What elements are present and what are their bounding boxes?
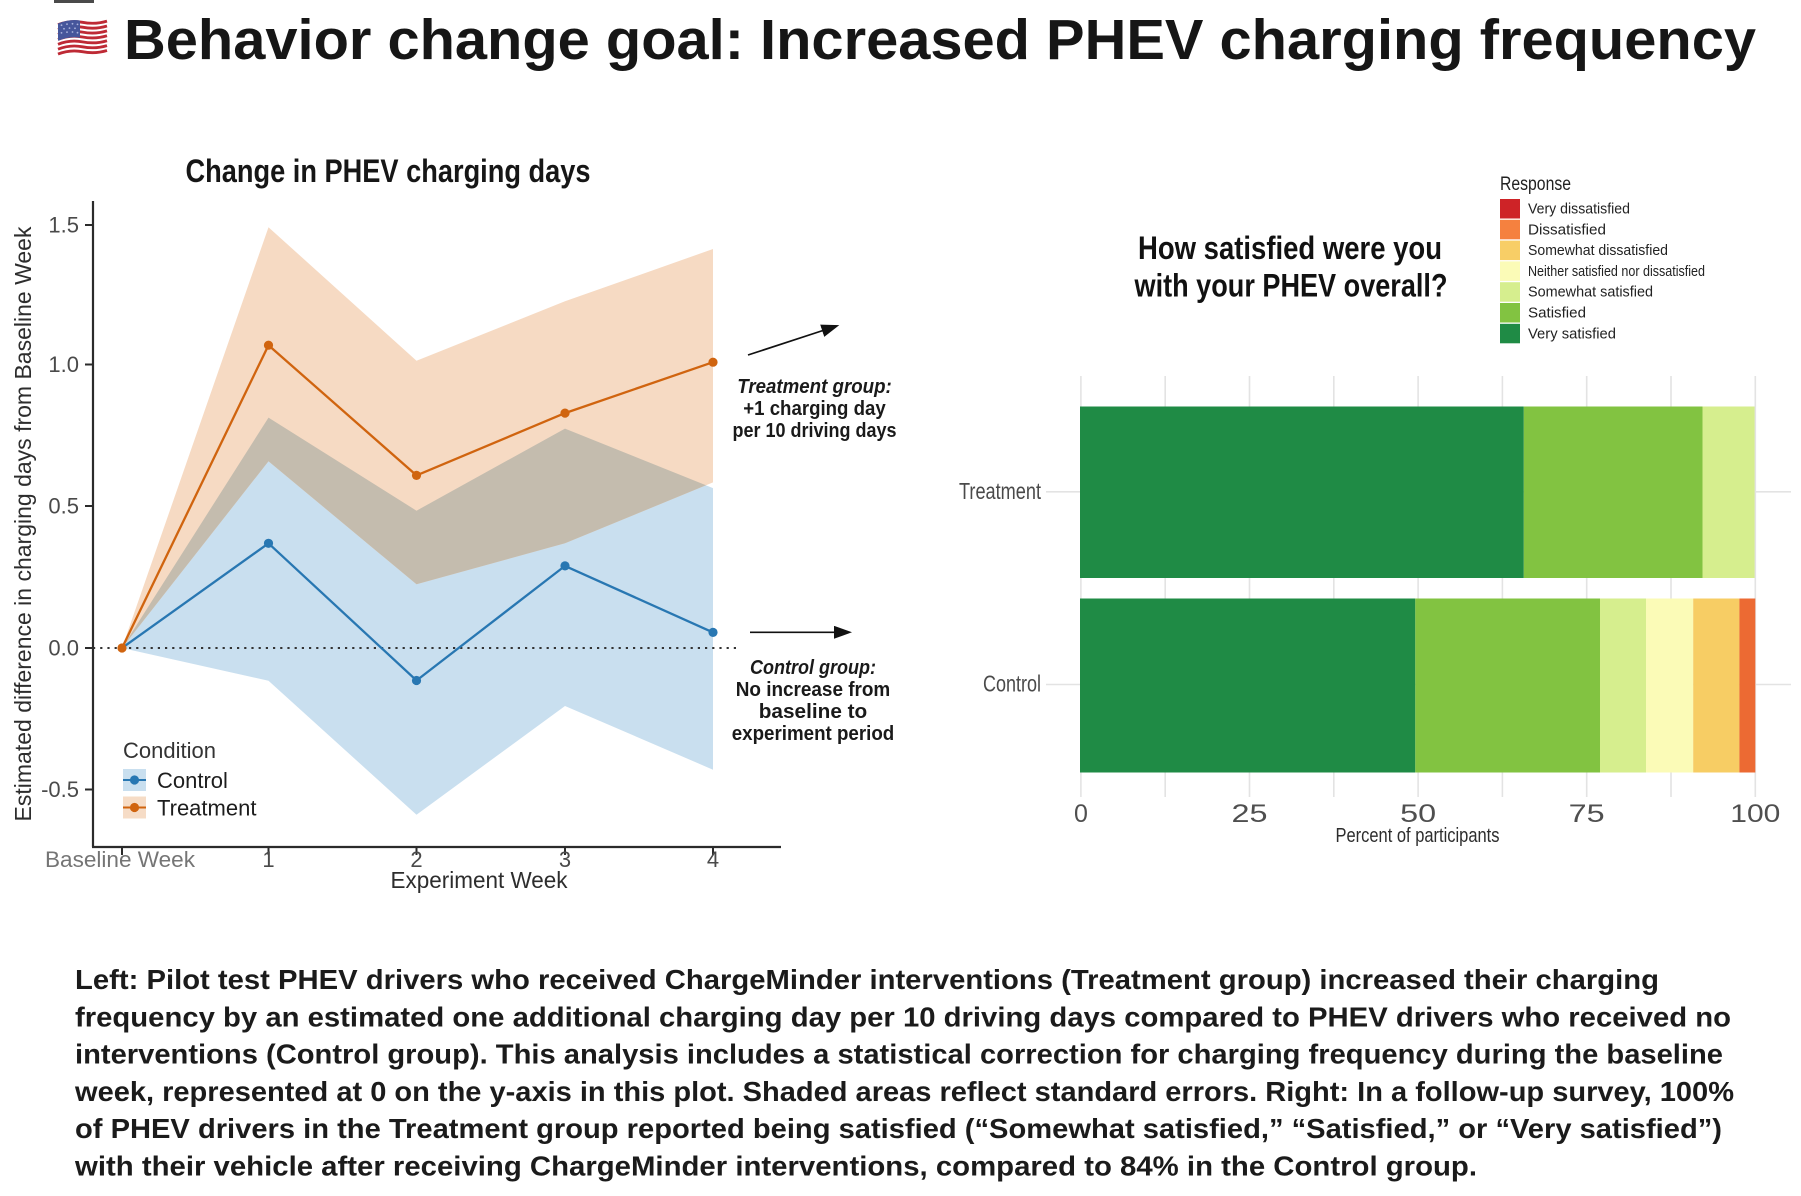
svg-text:4: 4 <box>707 847 719 872</box>
svg-text:2: 2 <box>410 847 422 872</box>
svg-text:Control: Control <box>157 768 228 793</box>
svg-text:interventions (Control group).: interventions (Control group). This anal… <box>75 1039 1723 1070</box>
svg-text:Very dissatisfied: Very dissatisfied <box>1528 201 1630 218</box>
svg-text:per 10 driving days: per 10 driving days <box>733 420 897 442</box>
svg-text:Somewhat satisfied: Somewhat satisfied <box>1528 284 1653 301</box>
svg-text:Treatment group:: Treatment group: <box>737 376 892 398</box>
svg-text:Behavior change goal: Increase: Behavior change goal: Increased PHEV cha… <box>124 8 1756 72</box>
svg-text:Condition: Condition <box>123 738 216 763</box>
svg-text:Percent of participants: Percent of participants <box>1336 825 1500 847</box>
svg-text:-0.5: -0.5 <box>41 777 79 802</box>
svg-text:baseline to: baseline to <box>759 701 868 723</box>
svg-text:Response: Response <box>1500 174 1571 195</box>
svg-text:0: 0 <box>1074 800 1088 828</box>
svg-text:Baseline Week: Baseline Week <box>45 847 196 872</box>
svg-text:Somewhat dissatisfied: Somewhat dissatisfied <box>1528 242 1668 259</box>
svg-text:frequency by an estimated one: frequency by an estimated one additional… <box>75 1001 1731 1032</box>
svg-text:with your PHEV overall?: with your PHEV overall? <box>1134 268 1448 304</box>
svg-text:Estimated difference in chargi: Estimated difference in charging days fr… <box>10 226 36 821</box>
svg-text:+1 charging day: +1 charging day <box>743 398 886 420</box>
svg-text:Treatment: Treatment <box>959 478 1041 504</box>
svg-text:of PHEV drivers in the Treatme: of PHEV drivers in the Treatment group r… <box>75 1113 1722 1144</box>
svg-text:No increase from: No increase from <box>736 679 891 701</box>
svg-text:75: 75 <box>1569 800 1605 828</box>
svg-text:25: 25 <box>1232 800 1268 828</box>
svg-text:1.5: 1.5 <box>48 213 79 238</box>
svg-text:with their vehicle after recei: with their vehicle after receiving Charg… <box>74 1151 1477 1182</box>
svg-text:1.0: 1.0 <box>48 352 79 377</box>
svg-text:Left: Pilot test PHEV drivers: Left: Pilot test PHEV drivers who receiv… <box>75 964 1659 995</box>
svg-text:Control: Control <box>983 671 1041 697</box>
svg-text:experiment period: experiment period <box>732 723 895 745</box>
svg-text:3: 3 <box>559 847 571 872</box>
svg-text:Change in PHEV charging days: Change in PHEV charging days <box>186 153 591 189</box>
svg-text:Neither satisfied nor dissatis: Neither satisfied nor dissatisfied <box>1528 263 1705 280</box>
svg-text:Control group:: Control group: <box>750 657 876 679</box>
svg-text:Experiment Week: Experiment Week <box>391 867 568 893</box>
svg-text:Very satisfied: Very satisfied <box>1528 325 1616 342</box>
svg-text:50: 50 <box>1400 800 1436 828</box>
svg-text:week, represented at 0 on the: week, represented at 0 on the y-axis in … <box>74 1076 1734 1107</box>
svg-text:Satisfied: Satisfied <box>1528 305 1586 322</box>
svg-text:100: 100 <box>1730 800 1780 828</box>
svg-text:0.5: 0.5 <box>48 494 79 519</box>
svg-text:Treatment: Treatment <box>157 796 256 821</box>
svg-text:How satisfied were you: How satisfied were you <box>1138 230 1442 266</box>
svg-text:0.0: 0.0 <box>48 636 79 661</box>
svg-text:Dissatisfied: Dissatisfied <box>1528 221 1606 238</box>
svg-text:1: 1 <box>262 847 274 872</box>
